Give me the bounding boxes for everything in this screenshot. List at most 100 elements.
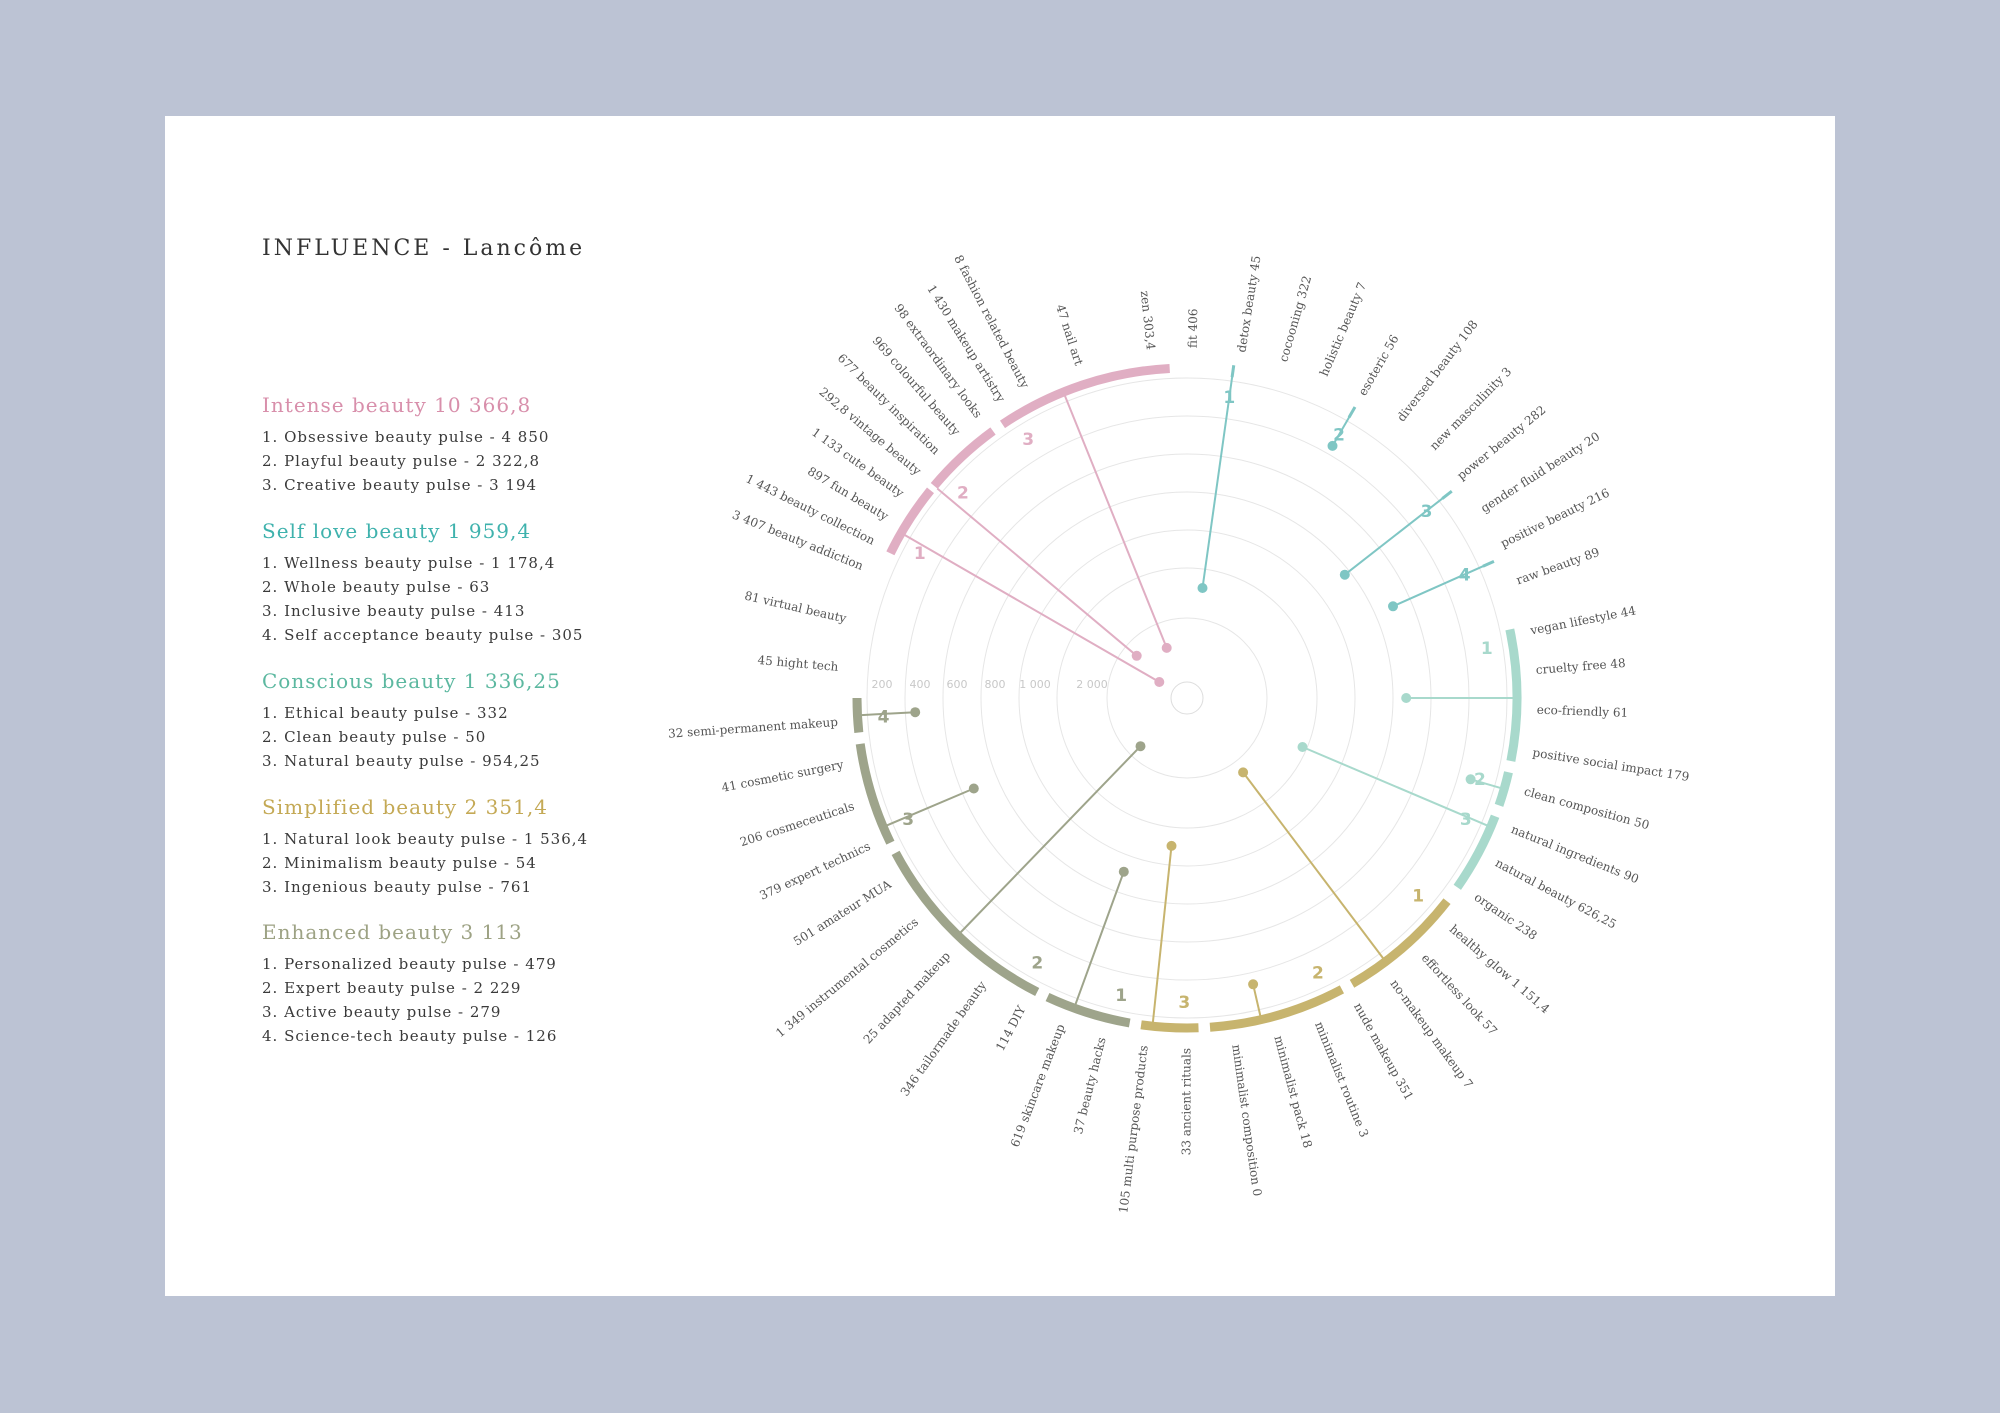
topic-label: raw beauty 89: [1514, 545, 1601, 587]
topic-label: detox beauty 45: [1234, 255, 1263, 354]
topic-label: 81 virtual beauty: [743, 589, 848, 626]
pulse-dot: [1135, 741, 1146, 752]
legend-heading: Conscious beauty 1 336,25: [262, 669, 561, 693]
topic-label: 47 nail art: [1053, 303, 1086, 368]
legend-item: 3. Creative beauty pulse - 3 194: [262, 476, 538, 494]
pulse-arc: [1209, 985, 1345, 1032]
ring-label: 1 000: [1019, 678, 1051, 691]
legend-item: 1. Personalized beauty pulse - 479: [262, 955, 557, 973]
ring-label: 200: [872, 678, 893, 691]
pulse-number: 4: [1459, 565, 1471, 585]
topic-label: 1 133 cute beauty: [809, 425, 907, 500]
pulse-dot: [1248, 979, 1259, 990]
topic-label: minimalist composition 0: [1229, 1044, 1264, 1198]
pulse-dot: [1297, 742, 1308, 752]
pulse-dot: [1339, 569, 1350, 580]
legend-item: 2. Whole beauty pulse - 63: [262, 578, 491, 596]
legend-group: Intense beauty 10 366,8 1. Obsessive beau…: [262, 393, 682, 497]
grid-ring: [942, 453, 1432, 943]
pulse-spoke: [1151, 845, 1173, 1023]
radial-chart: 200 400 600 800 1 000 2 000123123412312312348…: [668, 253, 1691, 1214]
topic-label: 1 443 beauty collection: [744, 472, 878, 548]
topic-label: 114 DIY: [993, 1003, 1029, 1054]
topic-label: eco-friendly 61: [1537, 703, 1629, 720]
pulse-number: 2: [1031, 954, 1043, 974]
pulse-dot: [968, 783, 979, 794]
pulse-arc: [855, 743, 895, 845]
pulse-spoke: [936, 487, 1138, 657]
legend-item: 1. Obsessive beauty pulse - 4 850: [262, 428, 550, 446]
topic-label: clean composition 50: [1523, 784, 1651, 832]
pulse-number: 3: [1460, 810, 1472, 830]
grid-ring: [1106, 617, 1268, 779]
pulse-number: 3: [902, 810, 914, 830]
pulse-dot: [1197, 583, 1208, 593]
legend-group: Self love beauty 1 959,4 1. Wellness beau…: [262, 519, 682, 647]
legend-heading: Self love beauty 1 959,4: [262, 519, 532, 543]
topic-label: esoteric 56: [1356, 332, 1402, 398]
legend-item: 1. Wellness beauty pulse - 1 178,4: [262, 554, 556, 572]
pulse-spoke: [1392, 564, 1486, 608]
legend-heading: Simplified beauty 2 351,4: [262, 795, 548, 819]
legend-heading: Intense beauty 10 366,8: [262, 393, 532, 417]
pulse-spoke: [1063, 395, 1168, 649]
topic-label: 501 amateur MUA: [791, 877, 894, 949]
pulse-arc: [891, 850, 1040, 997]
legend-item: 1. Ethical beauty pulse - 332: [262, 704, 509, 722]
topic-label: vegan lifestyle 44: [1528, 603, 1637, 637]
topic-label: minimalist routine 3: [1312, 1020, 1371, 1140]
pulse-number: 1: [1223, 388, 1235, 408]
legend-item: 2. Playful beauty pulse - 2 322,8: [262, 452, 541, 470]
pulse-number: 3: [1421, 502, 1433, 522]
pulse-spoke: [1470, 778, 1501, 789]
pulse-number: 3: [1178, 993, 1190, 1013]
pulse-arc: [1045, 993, 1131, 1028]
pulse-number: 2: [1474, 770, 1486, 790]
topic-label: organic 238: [1472, 890, 1540, 943]
grid-ring: [980, 491, 1394, 905]
ring-label: 2 000: [1076, 678, 1108, 691]
legend-item: 3. Natural beauty pulse - 954,25: [262, 752, 541, 770]
topic-label: holistic beauty 7: [1317, 280, 1369, 378]
pulse-tick: [1482, 559, 1495, 568]
topic-label: cocooning 322: [1276, 274, 1314, 363]
center-ring: [1170, 681, 1204, 715]
pulse-arc: [999, 364, 1170, 429]
legend-group: Simplified beauty 2 351,4 1. Natural look…: [262, 795, 682, 899]
pulse-number: 2: [957, 484, 969, 504]
topic-label: positive social impact 179: [1532, 745, 1691, 784]
pulse-dot: [1327, 440, 1338, 451]
topic-label: minimalist pack 18: [1271, 1034, 1314, 1149]
pulse-dot: [910, 707, 921, 718]
pulse-spoke: [1074, 871, 1125, 1005]
pulse-spoke: [861, 711, 916, 717]
pulse-arc: [1349, 898, 1451, 988]
topic-label: 105 multi purpose products: [1116, 1044, 1150, 1213]
topic-label: 33 ancient rituals: [1180, 1048, 1194, 1155]
pulse-number: 1: [1115, 986, 1127, 1006]
legend-group: Enhanced beauty 3 113 1. Personalized bea…: [262, 920, 682, 1048]
pulse-arc: [852, 697, 864, 733]
pulse-number: 1: [1412, 886, 1424, 906]
pulse-arc: [886, 487, 935, 556]
pulse-number: 2: [1333, 426, 1345, 446]
pulse-dot: [1154, 677, 1165, 687]
topic-label: cruelty free 48: [1535, 656, 1626, 677]
legend-item: 2. Expert beauty pulse - 2 229: [262, 979, 522, 997]
pulse-arc: [1453, 814, 1500, 890]
pulse-spoke: [1302, 746, 1488, 827]
legend-heading: Enhanced beauty 3 113: [262, 920, 523, 944]
pulse-spoke: [904, 534, 1160, 683]
ring-label: 400: [910, 678, 931, 691]
topic-label: 3 407 beauty addiction: [730, 508, 865, 574]
legend-item: 4. Self acceptance beauty pulse - 305: [262, 626, 584, 644]
grid-ring: [1018, 529, 1356, 867]
pulse-dot: [1118, 866, 1129, 877]
pulse-spoke: [886, 787, 975, 827]
poster-card: INFLUENCE - Lancôme Intense beauty 10 36…: [165, 116, 1835, 1296]
topic-label: 45 hight tech: [757, 653, 839, 674]
topic-label: nude makeup 351: [1351, 1000, 1416, 1102]
pulse-dot: [1131, 650, 1142, 661]
topic-label: 37 beauty hacks: [1071, 1036, 1109, 1136]
pulse-number: 4: [878, 708, 890, 728]
